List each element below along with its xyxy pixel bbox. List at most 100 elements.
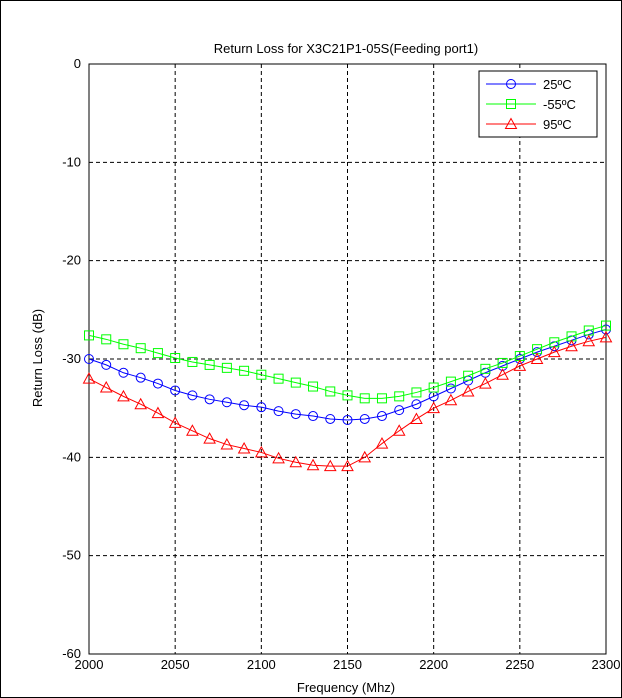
data-point-marker	[273, 406, 284, 417]
data-point-marker	[239, 365, 250, 376]
data-point-marker	[479, 377, 492, 389]
data-point-marker	[203, 432, 216, 444]
data-point-marker	[256, 402, 267, 413]
y-tick-label: -50	[62, 548, 81, 563]
data-point-marker	[376, 393, 387, 404]
data-point-marker	[376, 411, 387, 422]
y-tick-label: -30	[62, 351, 81, 366]
data-point-marker	[582, 334, 596, 347]
data-point-marker	[341, 459, 354, 472]
data-point-marker	[497, 357, 508, 368]
data-point-marker	[444, 393, 458, 406]
data-point-marker	[272, 451, 285, 464]
data-point-marker	[99, 380, 113, 393]
data-point-marker	[152, 378, 163, 389]
legend-marker	[504, 117, 518, 129]
data-series	[82, 320, 613, 472]
data-point-marker	[118, 339, 129, 350]
data-point-marker	[204, 394, 215, 405]
data-point-marker	[290, 377, 301, 388]
data-point-marker	[220, 438, 234, 450]
data-point-marker	[427, 401, 441, 414]
data-point-marker	[308, 411, 319, 422]
data-point-marker	[323, 459, 337, 472]
data-point-marker	[135, 343, 146, 354]
data-point-marker	[289, 455, 303, 468]
data-point-marker	[101, 359, 112, 370]
data-point-marker	[187, 356, 198, 367]
data-point-marker	[170, 385, 181, 396]
data-point-marker	[410, 412, 423, 424]
data-point-marker	[237, 441, 251, 454]
data-point-marker	[547, 345, 561, 358]
data-point-marker	[221, 362, 232, 373]
legend-item: 25ºC	[486, 77, 572, 92]
data-point-marker	[428, 382, 439, 393]
y-tick-label: -40	[62, 449, 81, 464]
chart-title: Return Loss for X3C21P1-05S(Feeding port…	[214, 41, 478, 56]
data-point-marker	[325, 386, 336, 397]
legend-label: 25ºC	[543, 77, 572, 92]
plot-area: 2000 2050 2100 2150 2200 2250 2300 0 -10 -20 -30 -4…	[62, 56, 620, 672]
series-line	[88, 336, 607, 467]
data-point-marker	[565, 339, 578, 352]
y-axis-label: Return Loss (dB)	[30, 309, 45, 407]
x-tick-label: 2050	[161, 657, 190, 672]
data-point-marker	[308, 381, 319, 392]
data-point-marker	[359, 393, 370, 404]
data-point-marker	[601, 320, 611, 331]
data-point-marker	[358, 450, 372, 463]
x-tick-label: 2200	[419, 657, 448, 672]
data-point-marker	[599, 330, 613, 343]
y-tick-label: -20	[62, 253, 81, 268]
legend-item: -55ºC	[486, 97, 576, 112]
data-point-marker	[290, 409, 301, 420]
data-point-marker	[445, 376, 456, 387]
data-point-marker	[461, 384, 475, 397]
y-tick-label: -10	[62, 154, 81, 169]
x-tick-label: 2000	[75, 657, 104, 672]
data-point-marker	[204, 359, 215, 370]
data-point-marker	[186, 424, 199, 436]
data-point-marker	[306, 458, 320, 471]
y-tick-label: -60	[62, 646, 81, 661]
data-point-marker	[375, 437, 389, 449]
data-point-marker	[530, 352, 544, 364]
data-point-marker	[445, 383, 456, 394]
legend: 25ºC -55ºC 95ºC	[478, 70, 598, 138]
data-point-marker	[394, 391, 405, 402]
data-point-marker	[134, 397, 148, 410]
series-2	[82, 330, 613, 472]
data-point-marker	[84, 330, 94, 341]
legend-marker	[506, 99, 516, 109]
y-tick-label: 0	[74, 56, 81, 71]
legend-item: 95ºC	[486, 117, 572, 132]
x-axis-label: Frequency (Mhz)	[297, 680, 395, 695]
data-point-marker	[117, 389, 130, 402]
data-point-marker	[82, 372, 96, 384]
data-point-marker	[254, 445, 268, 458]
data-point-marker	[168, 416, 182, 428]
data-point-marker	[342, 390, 353, 401]
data-point-marker	[84, 354, 94, 364]
data-point-marker	[513, 359, 527, 371]
axis-ticks: 2000 2050 2100 2150 2200 2250 2300 0 -10 -20 -30 -4…	[62, 56, 620, 672]
data-point-marker	[135, 372, 146, 383]
legend-label: 95ºC	[543, 117, 572, 132]
series-line	[88, 329, 607, 421]
data-point-marker	[187, 390, 198, 401]
x-tick-label: 2300	[592, 657, 621, 672]
x-tick-label: 2100	[247, 657, 276, 672]
data-point-marker	[411, 387, 422, 398]
data-point-marker	[392, 424, 406, 436]
data-point-marker	[394, 405, 405, 416]
data-point-marker	[496, 368, 509, 380]
x-tick-label: 2250	[505, 657, 534, 672]
data-point-marker	[273, 373, 284, 384]
data-point-marker	[342, 414, 353, 425]
data-point-marker	[151, 406, 165, 419]
legend-label: -55ºC	[543, 97, 576, 112]
x-tick-label: 2150	[333, 657, 362, 672]
data-point-marker	[221, 397, 232, 408]
